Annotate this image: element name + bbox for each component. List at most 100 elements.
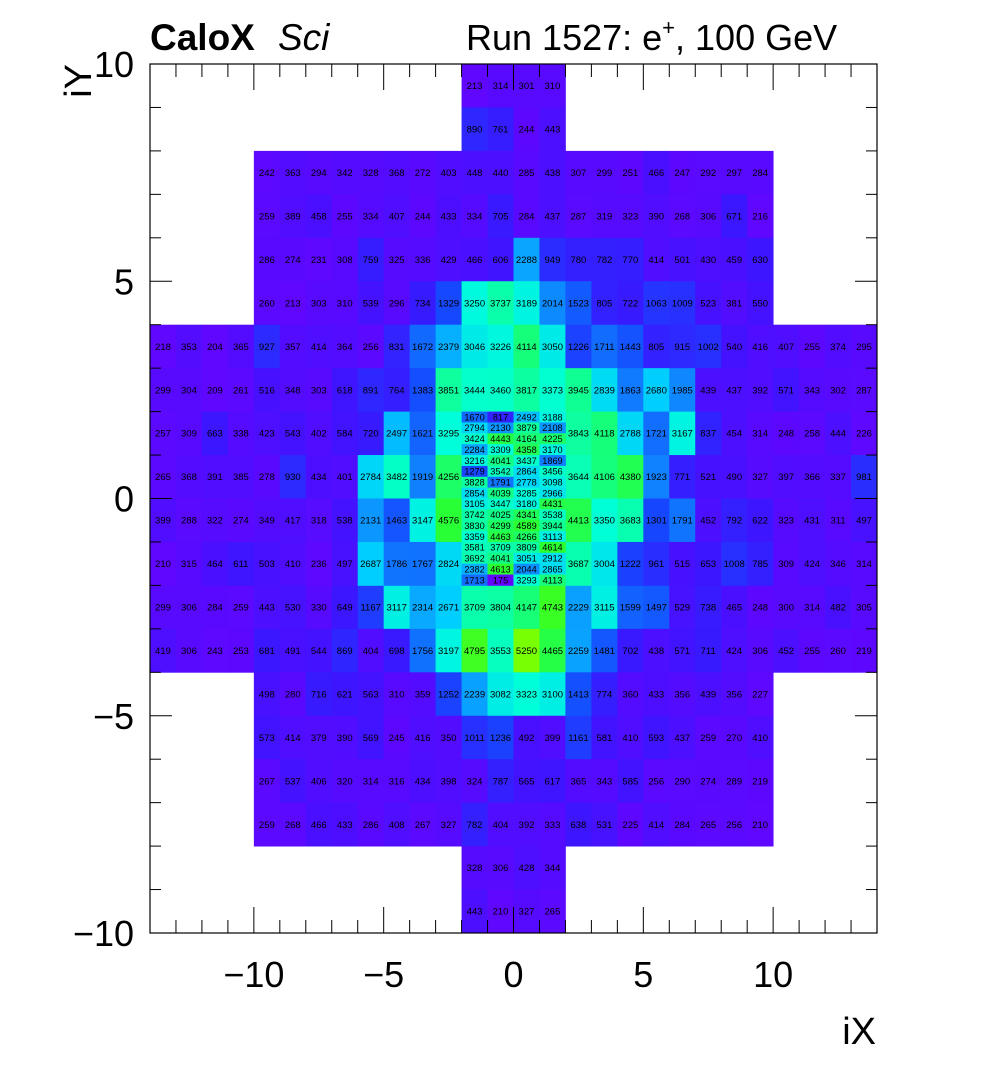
cell-value-label: 280 bbox=[285, 689, 301, 700]
cell-value-label: 314 bbox=[752, 429, 768, 440]
cell-value-label: 404 bbox=[493, 820, 509, 831]
heatmap-cell bbox=[591, 715, 618, 760]
heatmap-cell bbox=[461, 422, 488, 434]
heatmap-cell bbox=[695, 281, 722, 326]
cell-value-label: 3180 bbox=[516, 499, 536, 509]
heatmap-cell bbox=[150, 368, 177, 412]
heatmap-cell bbox=[669, 802, 696, 847]
cell-value-label: 617 bbox=[545, 776, 561, 787]
run-label-superscript: + bbox=[662, 15, 675, 40]
cell-value-label: 3188 bbox=[542, 412, 562, 422]
cell-value-label: 244 bbox=[519, 125, 535, 136]
cell-value-label: 698 bbox=[389, 646, 405, 657]
heatmap-cell bbox=[591, 237, 618, 282]
cell-value-label: 258 bbox=[804, 429, 820, 440]
heatmap-cell bbox=[331, 628, 359, 673]
heatmap-cell bbox=[513, 411, 540, 423]
cell-value-label: 930 bbox=[285, 472, 301, 483]
heatmap-cell bbox=[175, 324, 203, 369]
heatmap-cell bbox=[513, 444, 540, 456]
cell-value-label: 734 bbox=[415, 298, 431, 309]
heatmap-cell bbox=[487, 531, 514, 543]
run-label: Run 1527: e+, 100 GeV bbox=[466, 15, 837, 58]
heatmap-cell bbox=[487, 563, 514, 575]
x-tick-label: −10 bbox=[223, 954, 284, 995]
cell-value-label: 4299 bbox=[490, 521, 510, 531]
cell-value-label: 2130 bbox=[490, 423, 510, 433]
cell-value-label: 2379 bbox=[438, 342, 459, 353]
heatmap-cell bbox=[799, 541, 826, 586]
cell-value-label: 2014 bbox=[542, 298, 563, 309]
y-tick-label: −5 bbox=[93, 696, 134, 737]
heatmap-cell bbox=[695, 411, 722, 456]
heatmap-cell bbox=[461, 324, 488, 369]
heatmap-cell bbox=[357, 150, 385, 195]
cell-value-label: 443 bbox=[467, 907, 483, 918]
heatmap-cell bbox=[643, 541, 670, 586]
heatmap-cell bbox=[747, 281, 774, 326]
cell-value-label: 3482 bbox=[386, 472, 407, 483]
heatmap-cell bbox=[539, 194, 566, 239]
cell-value-label: 306 bbox=[752, 646, 768, 657]
cell-value-label: 4358 bbox=[516, 445, 536, 455]
heatmap-cell bbox=[279, 411, 307, 456]
cell-value-label: 792 bbox=[726, 516, 742, 527]
heatmap-cell bbox=[643, 715, 670, 760]
cell-value-label: 3830 bbox=[464, 521, 484, 531]
heatmap-cell bbox=[357, 324, 385, 369]
heatmap-cell bbox=[461, 520, 488, 532]
cell-value-label: 2044 bbox=[516, 564, 536, 574]
cell-value-label: 433 bbox=[441, 211, 457, 222]
heatmap-cell bbox=[669, 194, 696, 239]
cell-value-label: 497 bbox=[856, 516, 872, 527]
heatmap-cell bbox=[539, 281, 566, 326]
cell-value-label: 356 bbox=[674, 689, 690, 700]
cell-value-label: 348 bbox=[285, 385, 301, 396]
heatmap-cell bbox=[539, 422, 566, 434]
cell-value-label: 310 bbox=[337, 298, 353, 309]
cell-value-label: 244 bbox=[415, 211, 431, 222]
heatmap-cell bbox=[539, 552, 566, 565]
cell-value-label: 3851 bbox=[438, 385, 459, 396]
heatmap-cell bbox=[721, 281, 748, 326]
cell-value-label: 292 bbox=[700, 168, 716, 179]
heatmap-cell bbox=[227, 498, 255, 543]
heatmap-cell bbox=[253, 715, 281, 760]
cell-value-label: 346 bbox=[830, 559, 846, 570]
cell-value-label: 295 bbox=[856, 342, 872, 353]
cell-value-label: 257 bbox=[155, 429, 171, 440]
cell-value-label: 410 bbox=[285, 559, 301, 570]
cell-value-label: 410 bbox=[752, 733, 768, 744]
cell-value-label: 231 bbox=[311, 255, 327, 266]
cell-value-label: 543 bbox=[285, 429, 301, 440]
heatmap-cell bbox=[747, 411, 774, 456]
heatmap-cell bbox=[539, 150, 566, 195]
cell-value-label: 722 bbox=[622, 298, 638, 309]
cell-value-label: 260 bbox=[259, 298, 275, 309]
heatmap-cell bbox=[539, 520, 566, 532]
cell-value-label: 255 bbox=[337, 211, 353, 222]
cell-value-label: 3046 bbox=[464, 342, 485, 353]
cell-value-label: 454 bbox=[726, 429, 742, 440]
cell-value-label: 563 bbox=[363, 689, 379, 700]
cell-value-label: 3581 bbox=[464, 543, 484, 553]
cell-value-label: 433 bbox=[648, 689, 664, 700]
heatmap-cell bbox=[331, 498, 359, 543]
cell-value-label: 270 bbox=[726, 733, 742, 744]
cell-value-label: 359 bbox=[415, 689, 431, 700]
cell-value-label: 256 bbox=[648, 776, 664, 787]
cell-value-label: 780 bbox=[570, 255, 586, 266]
heatmap-cell bbox=[539, 585, 566, 630]
heatmap-cell bbox=[825, 541, 852, 586]
cell-value-label: 2131 bbox=[360, 516, 381, 527]
cell-value-label: 1621 bbox=[412, 429, 433, 440]
heatmap-cell bbox=[591, 498, 618, 543]
cell-value-label: 2497 bbox=[386, 429, 407, 440]
cell-value-label: 379 bbox=[311, 733, 327, 744]
heatmap-cell bbox=[643, 411, 670, 456]
cell-value-label: 323 bbox=[622, 211, 638, 222]
cell-value-label: 550 bbox=[752, 298, 768, 309]
cell-value-label: 302 bbox=[830, 385, 846, 396]
cell-value-label: 630 bbox=[752, 255, 768, 266]
cell-value-label: 360 bbox=[622, 689, 638, 700]
